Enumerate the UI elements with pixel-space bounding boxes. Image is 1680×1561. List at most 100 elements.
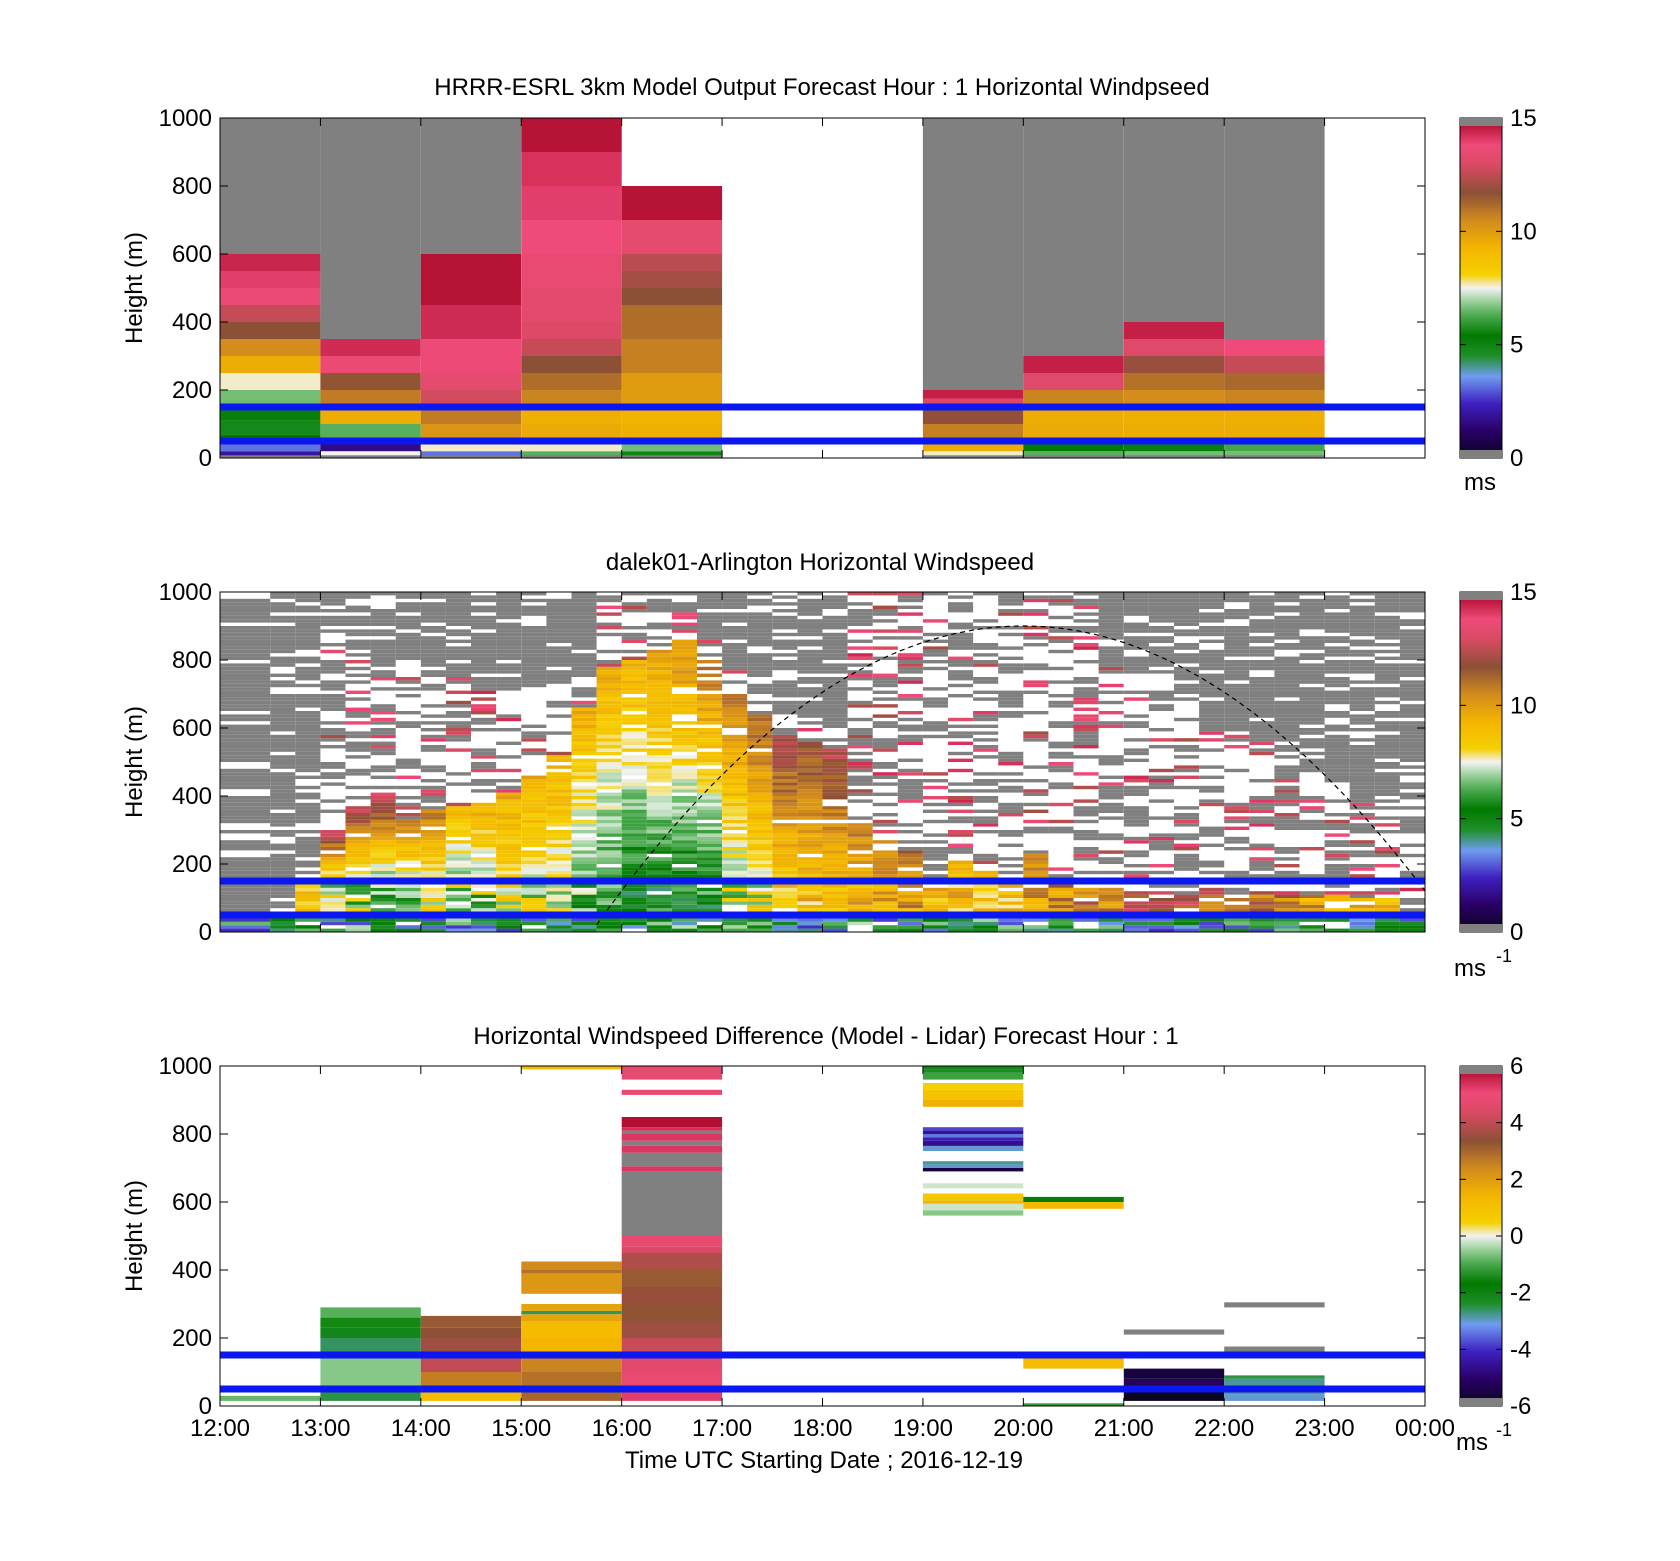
difference-cell (521, 1066, 622, 1070)
lidar-cell (571, 813, 597, 817)
lidar-cell (922, 809, 948, 813)
colorbar-tick-label: 10 (1510, 218, 1537, 245)
lidar-cell (395, 724, 421, 728)
lidar-cell (445, 619, 471, 623)
difference-cell (1224, 1375, 1325, 1379)
lidar-cell (998, 809, 1024, 813)
x-tick-label: 12:00 (190, 1415, 250, 1442)
lidar-cell (1073, 904, 1099, 909)
lidar-cell (1324, 928, 1350, 932)
lidar-cell (1299, 598, 1325, 603)
lidar-cell (1073, 738, 1099, 742)
lidar-cell (445, 904, 471, 909)
lidar-cell (370, 711, 396, 715)
lidar-cell (646, 649, 672, 654)
lidar-cell (948, 884, 974, 888)
lidar-cell (370, 704, 396, 708)
lidar-cell (897, 598, 923, 603)
lidar-cell (546, 806, 572, 810)
lidar-cell (345, 857, 371, 861)
lidar-cell (621, 673, 647, 677)
lidar-cell (847, 612, 873, 616)
lidar-cell (571, 734, 597, 739)
lidar-cell (1399, 772, 1425, 776)
difference-cell (1224, 1394, 1325, 1401)
lidar-cell (822, 595, 848, 599)
lidar-cell (1274, 626, 1300, 630)
lidar-cell (270, 745, 296, 749)
lidar-cell (772, 653, 798, 657)
lidar-cell (395, 904, 421, 909)
lidar-cell (621, 758, 647, 762)
lidar-cell (797, 728, 823, 732)
lidar-cell (1299, 918, 1325, 922)
lidar-cell (270, 775, 296, 779)
lidar-cell (897, 595, 923, 599)
lidar-cell (973, 697, 999, 701)
lidar-cell (697, 857, 723, 861)
lidar-cell (1174, 775, 1200, 779)
lidar-cell (1249, 666, 1275, 671)
lidar-cell (220, 816, 271, 820)
lidar-cell (546, 874, 572, 878)
lidar-cell (998, 928, 1024, 932)
lidar-cell (1324, 823, 1350, 827)
lidar-cell (471, 884, 497, 888)
lidar-cell (697, 867, 723, 871)
lidar-cell (1274, 850, 1300, 854)
lidar-cell (847, 765, 873, 769)
lidar-cell (1274, 677, 1300, 681)
lidar-cell (722, 853, 748, 858)
lidar-cell (1374, 728, 1400, 732)
lidar-cell (998, 908, 1024, 912)
colorbar-tick-label: 5 (1510, 332, 1523, 359)
lidar-cell (445, 925, 471, 929)
lidar-cell (395, 758, 421, 762)
lidar-cell (621, 809, 647, 813)
lidar-cell (772, 928, 798, 932)
lidar-cell (646, 677, 672, 681)
lidar-cell (897, 891, 923, 895)
lidar-cell (596, 908, 622, 912)
lidar-cell (772, 666, 798, 671)
lidar-cell (571, 731, 597, 735)
lidar-cell (973, 823, 999, 827)
y-tick-label: 200 (172, 1325, 212, 1352)
model-cell (621, 305, 723, 339)
model-cell (521, 118, 622, 152)
lidar-cell (621, 802, 647, 807)
lidar-cell (722, 870, 748, 875)
lidar-cell (596, 921, 622, 926)
lidar-cell (1048, 741, 1074, 745)
lidar-cell (872, 741, 898, 745)
lidar-cell (671, 622, 697, 626)
lidar-cell (546, 622, 572, 626)
lidar-cell (521, 775, 547, 779)
lidar-cell (897, 694, 923, 698)
lidar-cell (220, 639, 271, 643)
lidar-cell (1249, 622, 1275, 626)
lidar-cell (847, 918, 873, 922)
lidar-cell (1399, 643, 1425, 647)
lidar-cell (546, 830, 572, 834)
lidar-cell (747, 690, 773, 694)
lidar-cell (772, 595, 798, 599)
model-cell (521, 254, 622, 288)
lidar-cell (320, 870, 346, 875)
lidar-cell (1098, 632, 1124, 637)
model-cell (521, 288, 622, 322)
lidar-cell (1274, 792, 1300, 796)
lidar-cell (697, 714, 723, 718)
lidar-cell (1098, 649, 1124, 654)
lidar-cell (998, 598, 1024, 603)
model-cell (621, 339, 723, 373)
lidar-cell (1148, 728, 1174, 732)
lidar-cell (1349, 615, 1375, 620)
lidar-cell (1249, 690, 1275, 694)
lidar-cell (270, 714, 296, 718)
lidar-cell (571, 887, 597, 892)
lidar-cell (571, 857, 597, 861)
lidar-cell (621, 602, 647, 606)
lidar-cell (1274, 609, 1300, 613)
lidar-cell (998, 785, 1024, 790)
